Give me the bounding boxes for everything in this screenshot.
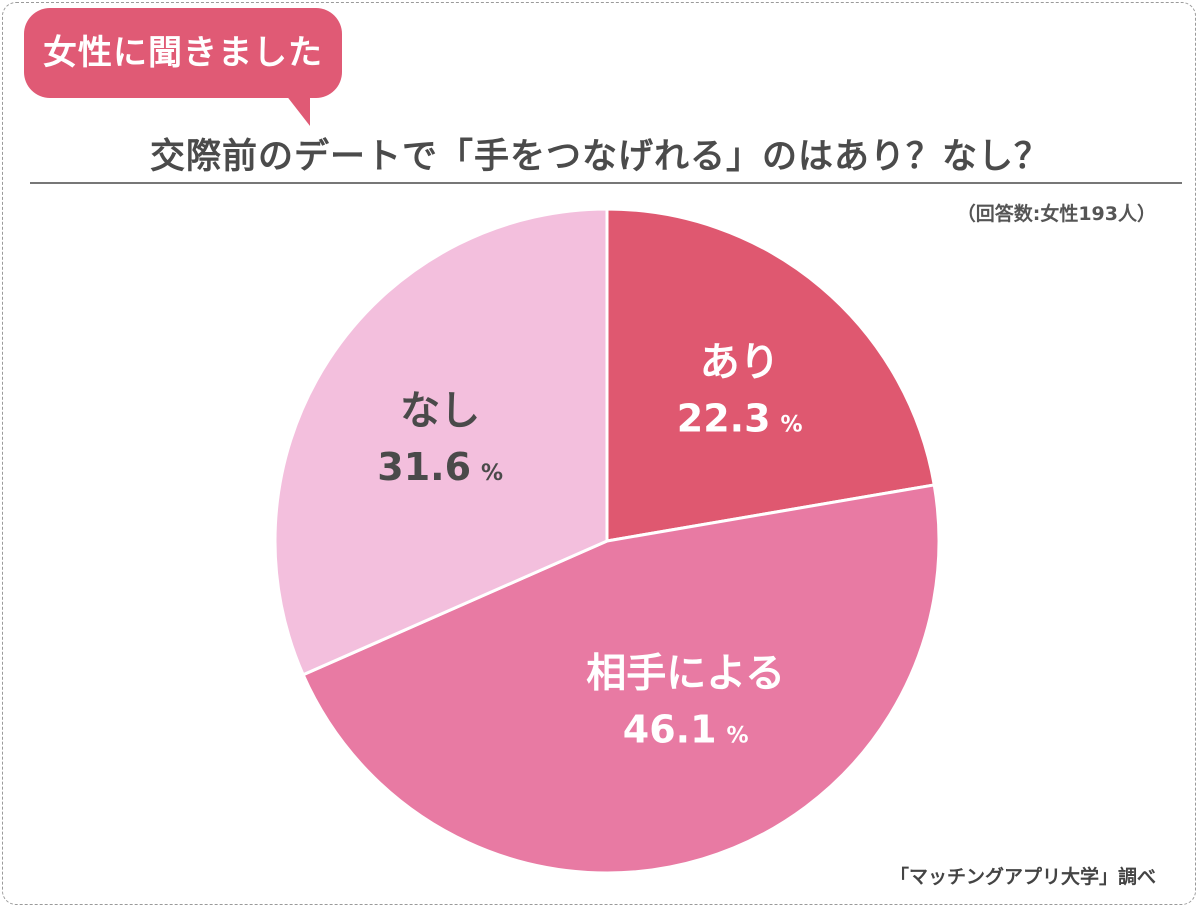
slice-value-2: 46.1% [623,708,749,752]
title-divider [30,182,1182,184]
slice-label-3: なし [400,388,480,434]
slice-value-unit-3: % [481,461,503,486]
respondent-count: （回答数:女性193人） [956,203,1156,225]
pie-slice-3 [273,207,609,677]
slice-value-unit-1: % [781,413,803,438]
source-credit: 「マッチングアプリ大学」調べ [889,866,1156,888]
badge-tail [282,90,310,126]
pie-slice-2 [301,483,941,875]
slice-value-number-2: 46.1 [623,708,717,752]
slice-value-3: 31.6% [377,445,503,489]
slice-value-number-3: 31.6 [377,445,471,489]
slice-label-2: 相手による [586,651,785,697]
respondent-badge: 女性に聞きました [24,8,342,126]
slice-value-number-1: 22.3 [677,397,771,441]
badge-bubble [24,8,342,98]
slice-label-1: あり [700,340,780,386]
chart-title: 交際前のデートで「手をつなげれる」のはあり？なし？ [149,137,1050,177]
slice-value-1: 22.3% [677,397,803,441]
slice-value-unit-2: % [727,724,749,749]
badge-text: 女性に聞きました [43,33,323,73]
pie-slice-1 [605,207,936,543]
